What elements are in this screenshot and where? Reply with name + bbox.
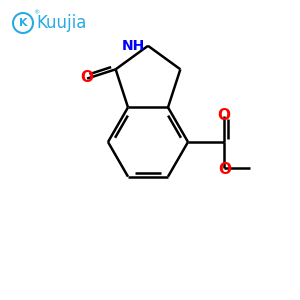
Text: O: O [81, 70, 94, 85]
Text: NH: NH [122, 39, 145, 53]
Text: Kuujia: Kuujia [36, 14, 86, 32]
Text: O: O [218, 107, 230, 122]
Text: ®: ® [33, 10, 39, 15]
Text: O: O [218, 161, 232, 176]
Text: K: K [19, 18, 27, 28]
